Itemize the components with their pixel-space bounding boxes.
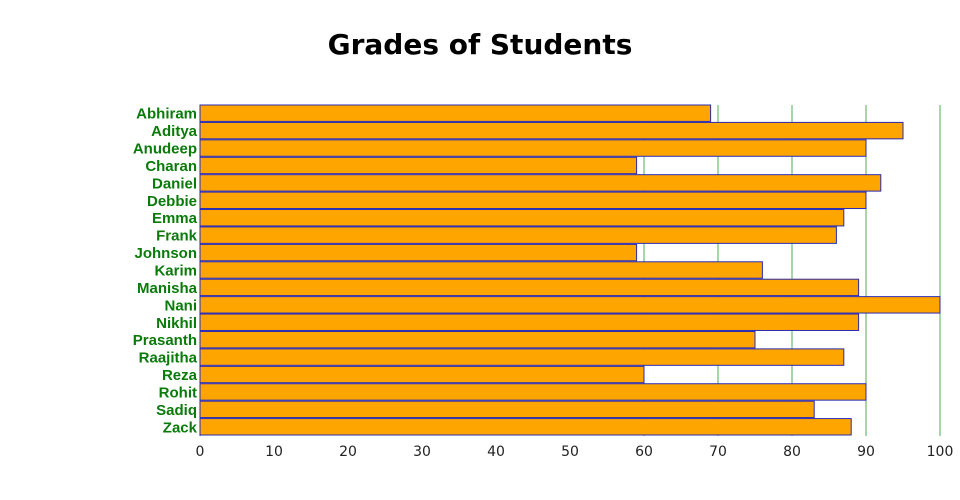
y-label-debbie: Debbie <box>147 193 197 210</box>
y-label-sadiq: Sadiq <box>156 402 197 419</box>
x-tick-50: 50 <box>561 444 579 460</box>
bar-nikhil <box>199 313 860 331</box>
x-tick-90: 90 <box>857 444 875 460</box>
bar-debbie <box>199 191 867 210</box>
y-label-prasanth: Prasanth <box>133 332 197 349</box>
y-label-reza: Reza <box>162 367 198 384</box>
y-label-raajitha: Raajitha <box>139 350 198 367</box>
y-label-karim: Karim <box>154 263 197 280</box>
y-label-rohit: Rohit <box>159 384 197 401</box>
y-label-aditya: Aditya <box>151 123 198 140</box>
y-label-emma: Emma <box>152 210 198 227</box>
bar-manisha <box>199 278 860 297</box>
bar-frank <box>199 226 837 244</box>
x-tick-20: 20 <box>339 444 357 460</box>
bar-johnson <box>199 243 638 262</box>
bar-prasanth <box>199 330 756 349</box>
y-label-nikhil: Nikhil <box>156 315 197 332</box>
x-tick-60: 60 <box>635 444 653 460</box>
y-label-johnson: Johnson <box>135 245 198 262</box>
y-label-abhiram: Abhiram <box>136 106 197 123</box>
bar-charan <box>199 156 638 175</box>
y-label-daniel: Daniel <box>152 175 197 192</box>
y-axis-labels: AbhiramAdityaAnudeepCharanDanielDebbieEm… <box>133 106 198 437</box>
y-label-charan: Charan <box>145 158 197 175</box>
bar-sadiq <box>199 400 815 419</box>
bar-karim <box>199 261 763 279</box>
bar-raajitha <box>199 348 845 366</box>
bar-zack <box>199 418 852 436</box>
bar-emma <box>199 209 845 227</box>
y-label-zack: Zack <box>163 419 198 436</box>
x-tick-10: 10 <box>265 444 283 460</box>
y-label-frank: Frank <box>156 228 198 245</box>
bar-rohit <box>199 383 867 401</box>
bar-anudeep <box>199 139 867 157</box>
y-label-nani: Nani <box>164 297 197 314</box>
x-axis-ticks: 0 10 20 30 40 50 60 70 80 90 100 <box>196 444 954 460</box>
x-tick-30: 30 <box>413 444 431 460</box>
bar-abhiram <box>199 104 712 122</box>
y-label-manisha: Manisha <box>137 280 198 297</box>
bar-nani <box>199 296 941 314</box>
x-tick-80: 80 <box>783 444 801 460</box>
x-tick-40: 40 <box>487 444 505 460</box>
x-tick-0: 0 <box>196 444 205 460</box>
bar-daniel <box>199 174 882 192</box>
y-label-anudeep: Anudeep <box>133 141 197 158</box>
x-tick-70: 70 <box>709 444 727 460</box>
x-tick-100: 100 <box>927 444 954 460</box>
bar-reza <box>199 365 645 384</box>
chart-title: Grades of Students <box>328 28 633 61</box>
bars <box>199 104 941 436</box>
bar-aditya <box>199 121 904 140</box>
